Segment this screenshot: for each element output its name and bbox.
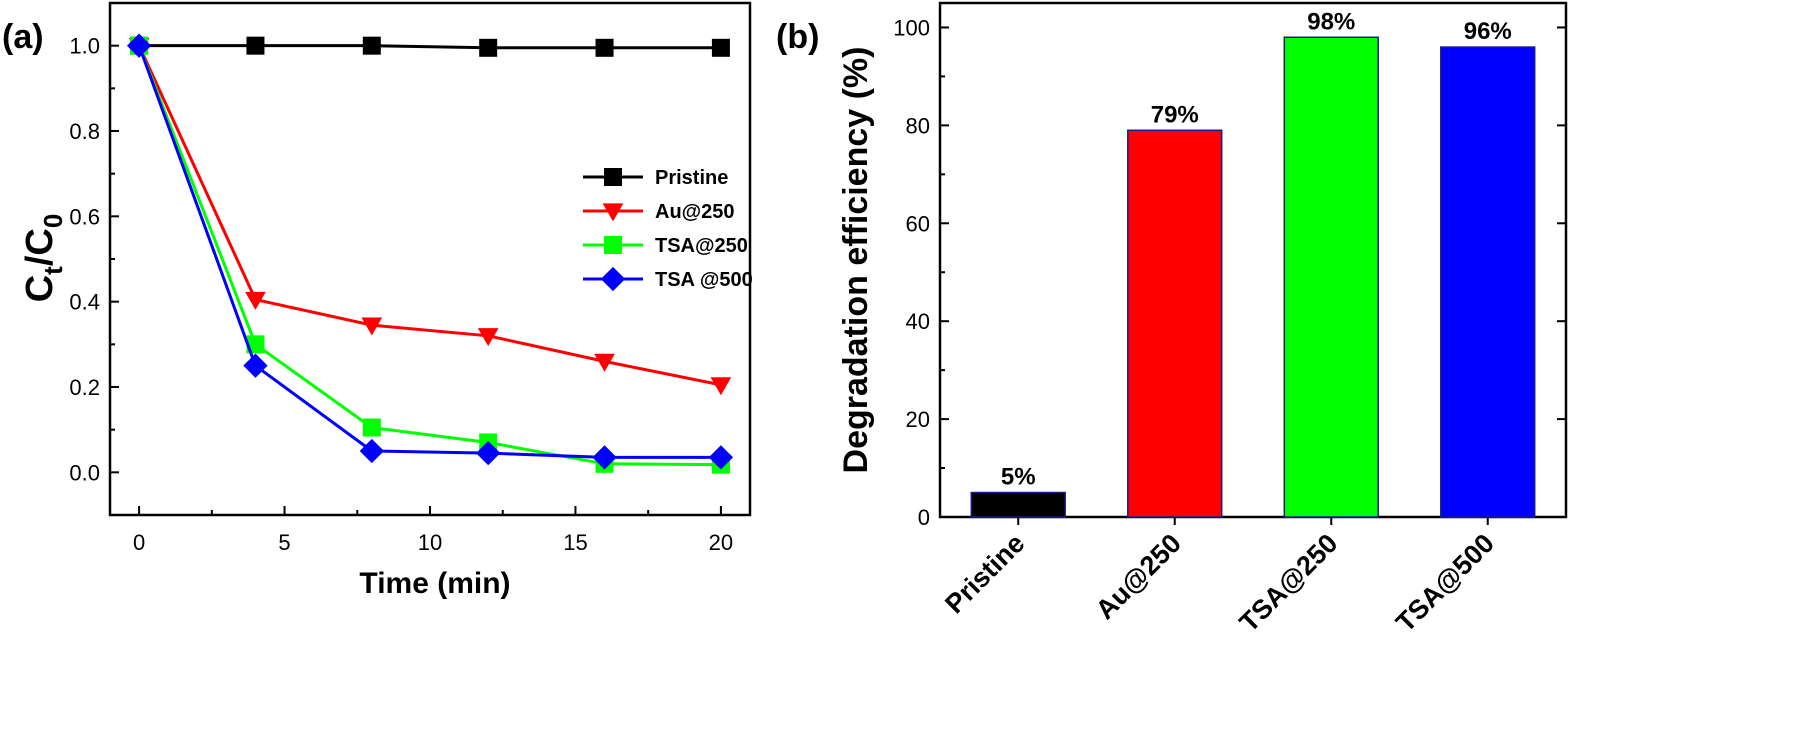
legend-label: TSA @500: [655, 269, 753, 291]
series-line: [137, 45, 721, 467]
legend-marker: [602, 203, 624, 222]
y-tick-label: 40: [906, 309, 930, 334]
x-tick-label: 20: [709, 530, 733, 555]
legend-label: Pristine: [655, 167, 728, 189]
data-point: [592, 445, 617, 470]
data-point: [245, 291, 266, 310]
x-tick-label: 5: [278, 530, 290, 555]
data-point: [362, 418, 381, 437]
panel-a-label: (a): [2, 18, 44, 56]
bar-value-label: 96%: [1464, 18, 1512, 45]
panel-a-y-axis-title: Ct/C0: [19, 214, 68, 303]
y-tick-label: 0.6: [69, 204, 100, 229]
panel-a-legend: Pristine Au@250 TSA@250 TSA @500: [583, 167, 753, 292]
bar: [970, 491, 1066, 518]
panel-a-x-ticks: 0 5 10 15 20: [133, 506, 733, 555]
series-au-250: [128, 38, 732, 396]
y-tick-label: 60: [906, 211, 930, 236]
panel-b-plot-frame: [938, 1, 1568, 519]
y-tick-label: 0.0: [69, 460, 100, 485]
data-point: [594, 353, 615, 372]
category-label: Pristine: [939, 528, 1030, 619]
data-point: [479, 38, 498, 57]
legend-label: Au@250: [655, 201, 735, 223]
series-line: [139, 44, 721, 50]
data-point: [243, 353, 268, 378]
series-line: [137, 45, 722, 387]
y-title-sub-t: t: [38, 266, 68, 275]
legend-marker: [604, 236, 622, 254]
data-point: [710, 377, 732, 396]
bar: [1440, 46, 1536, 518]
data-point: [362, 36, 381, 55]
bar-group: 79% Au@250: [1090, 101, 1223, 625]
legend-label: TSA@250: [655, 235, 748, 257]
category-label: TSA@500: [1390, 528, 1500, 638]
panel-a-y-ticks: 0.0 0.2 0.4 0.6 0.8 1.0: [69, 34, 119, 485]
series-tsa-250: [130, 36, 730, 474]
y-tick-label: 0.2: [69, 375, 100, 400]
data-point: [246, 36, 265, 55]
panel-b-y-ticks: 0 20 40 60 80 100: [893, 15, 1566, 530]
y-tick-label: 80: [906, 113, 930, 138]
data-point: [711, 38, 730, 57]
data-point: [708, 445, 734, 470]
y-tick-label: 100: [893, 15, 930, 40]
bar-group: 5% Pristine: [939, 464, 1066, 619]
data-point: [476, 440, 501, 466]
data-point: [595, 38, 614, 57]
bar-group: 98% TSA@250: [1234, 8, 1379, 638]
x-tick-label: 0: [133, 530, 145, 555]
y-tick-label: 0.4: [69, 290, 100, 315]
bar: [1127, 129, 1223, 518]
data-point: [361, 317, 383, 336]
x-tick-label: 10: [418, 530, 442, 555]
panel-a-series: [126, 33, 734, 474]
x-tick-label: 15: [563, 530, 587, 555]
series-tsa-500: [126, 33, 734, 470]
panel-b-y-axis-title: Degradation efficiency (%): [837, 47, 875, 474]
bar-value-label: 5%: [1001, 464, 1036, 491]
y-tick-label: 0: [918, 505, 930, 530]
series-line: [137, 45, 721, 459]
data-point: [477, 328, 499, 347]
y-title-slash-c: /C: [19, 228, 61, 266]
bar-value-label: 98%: [1307, 8, 1355, 35]
legend-entry: TSA@250: [583, 235, 748, 257]
legend-entry: Au@250: [583, 201, 735, 223]
legend-marker: [600, 266, 626, 292]
data-point: [246, 335, 265, 354]
panel-a-plot-frame: [108, 1, 752, 517]
category-label: Au@250: [1090, 528, 1187, 625]
panel-a-x-axis-title: Time (min): [359, 567, 510, 600]
panel-a-line-chart: (a) 0.0 0.2 0.4 0.6 0.8 1.0 0 5 10 15 20 Time (mi…: [2, 1, 753, 600]
panel-b-label: (b): [776, 18, 819, 56]
y-tick-label: 20: [906, 407, 930, 432]
y-tick-label: 1.0: [69, 34, 100, 59]
legend-entry: TSA @500: [583, 266, 753, 292]
y-title-sub-0: 0: [38, 214, 68, 228]
category-label: TSA@250: [1234, 528, 1344, 638]
legend-marker: [604, 168, 622, 186]
data-point: [126, 33, 152, 58]
y-title-c: C: [19, 275, 61, 302]
panel-b-bars: 5% Pristine 79% Au@250 98% TSA@250 96% TSA@500: [939, 8, 1536, 638]
bar: [1283, 36, 1379, 518]
panel-b-bar-chart: (b) 0 20 40 60 80 100 5% Pristine 79% Au@250 98% T…: [776, 1, 1568, 638]
bar-value-label: 79%: [1151, 101, 1199, 128]
series-pristine: [130, 36, 730, 57]
y-tick-label: 0.8: [69, 119, 100, 144]
legend-entry: Pristine: [583, 167, 728, 189]
bar-group: 96% TSA@500: [1390, 18, 1536, 638]
data-point: [359, 438, 384, 464]
